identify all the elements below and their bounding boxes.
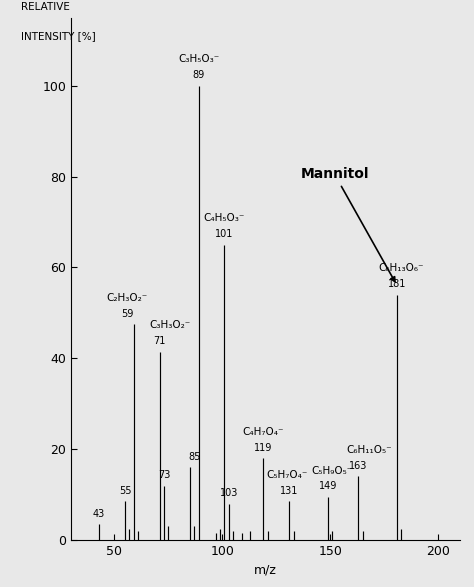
Text: C₆H₁₃O₆⁻: C₆H₁₃O₆⁻ xyxy=(379,264,424,274)
Text: 181: 181 xyxy=(388,279,406,289)
Text: C₃H₃O₂⁻: C₃H₃O₂⁻ xyxy=(150,320,191,330)
Text: 89: 89 xyxy=(192,70,205,80)
Text: C₃H₅O₃⁻: C₃H₅O₃⁻ xyxy=(178,55,219,65)
Text: C₅H₉O₅⁻: C₅H₉O₅⁻ xyxy=(312,465,353,475)
X-axis label: m/z: m/z xyxy=(254,564,277,576)
Text: INTENSITY [%]: INTENSITY [%] xyxy=(20,31,95,41)
Text: 55: 55 xyxy=(119,486,131,496)
Text: C₄H₇O₄⁻: C₄H₇O₄⁻ xyxy=(243,427,284,437)
Text: 59: 59 xyxy=(121,309,133,319)
Text: Mannitol: Mannitol xyxy=(301,167,395,282)
Text: 149: 149 xyxy=(319,481,337,491)
Text: 131: 131 xyxy=(280,486,298,496)
Text: C₅H₇O₄⁻: C₅H₇O₄⁻ xyxy=(266,470,308,480)
Text: C₄H₅O₃⁻: C₄H₅O₃⁻ xyxy=(204,214,245,224)
Text: C₂H₃O₂⁻: C₂H₃O₂⁻ xyxy=(107,293,148,303)
Text: 85: 85 xyxy=(188,452,201,462)
Text: RELATIVE: RELATIVE xyxy=(20,2,70,12)
Text: C₆H₁₁O₅⁻: C₆H₁₁O₅⁻ xyxy=(346,445,392,455)
Text: 103: 103 xyxy=(219,488,238,498)
Text: 119: 119 xyxy=(254,443,273,453)
Text: 71: 71 xyxy=(154,336,166,346)
Text: 73: 73 xyxy=(158,470,170,480)
Text: 163: 163 xyxy=(349,461,367,471)
Text: 101: 101 xyxy=(215,230,234,239)
Text: 43: 43 xyxy=(93,509,105,519)
